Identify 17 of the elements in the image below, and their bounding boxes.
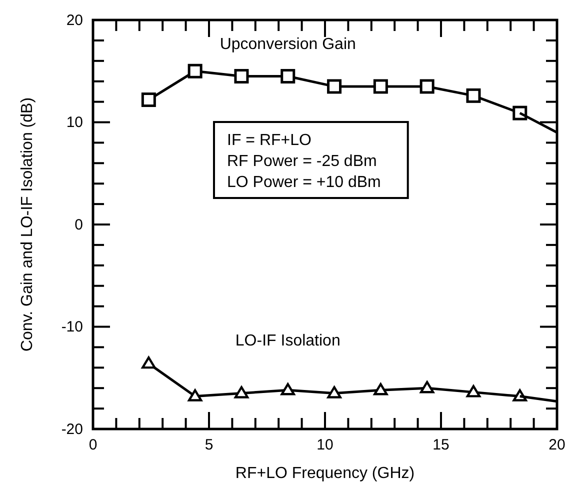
annotation: RF Power = -25 dBm	[227, 153, 377, 170]
y-tick-label: 20	[66, 12, 83, 29]
x-tick-label: 0	[88, 436, 98, 454]
y-tick-label: -10	[61, 318, 83, 336]
x-tick-label: 5	[204, 436, 214, 454]
y-tick-label: 0	[74, 216, 83, 234]
x-tick-label: 10	[316, 436, 334, 454]
x-tick-label: 20	[548, 436, 566, 454]
x-axis-title: RF+LO Frequency (GHz)	[235, 465, 415, 482]
annotation: IF = RF+LO	[227, 132, 312, 149]
y-tick-label: -20	[61, 420, 83, 438]
text: LO-IF Isolation	[235, 332, 340, 350]
x-tick-label: 15	[432, 436, 450, 454]
legend-label: Upconversion Gain	[220, 36, 356, 54]
annotation: LO Power = +10 dBm	[227, 174, 381, 191]
y-axis-title: Conv. Gain and LO-IF Isolation (dB)	[19, 97, 36, 352]
y-tick-label: 10	[66, 114, 83, 132]
